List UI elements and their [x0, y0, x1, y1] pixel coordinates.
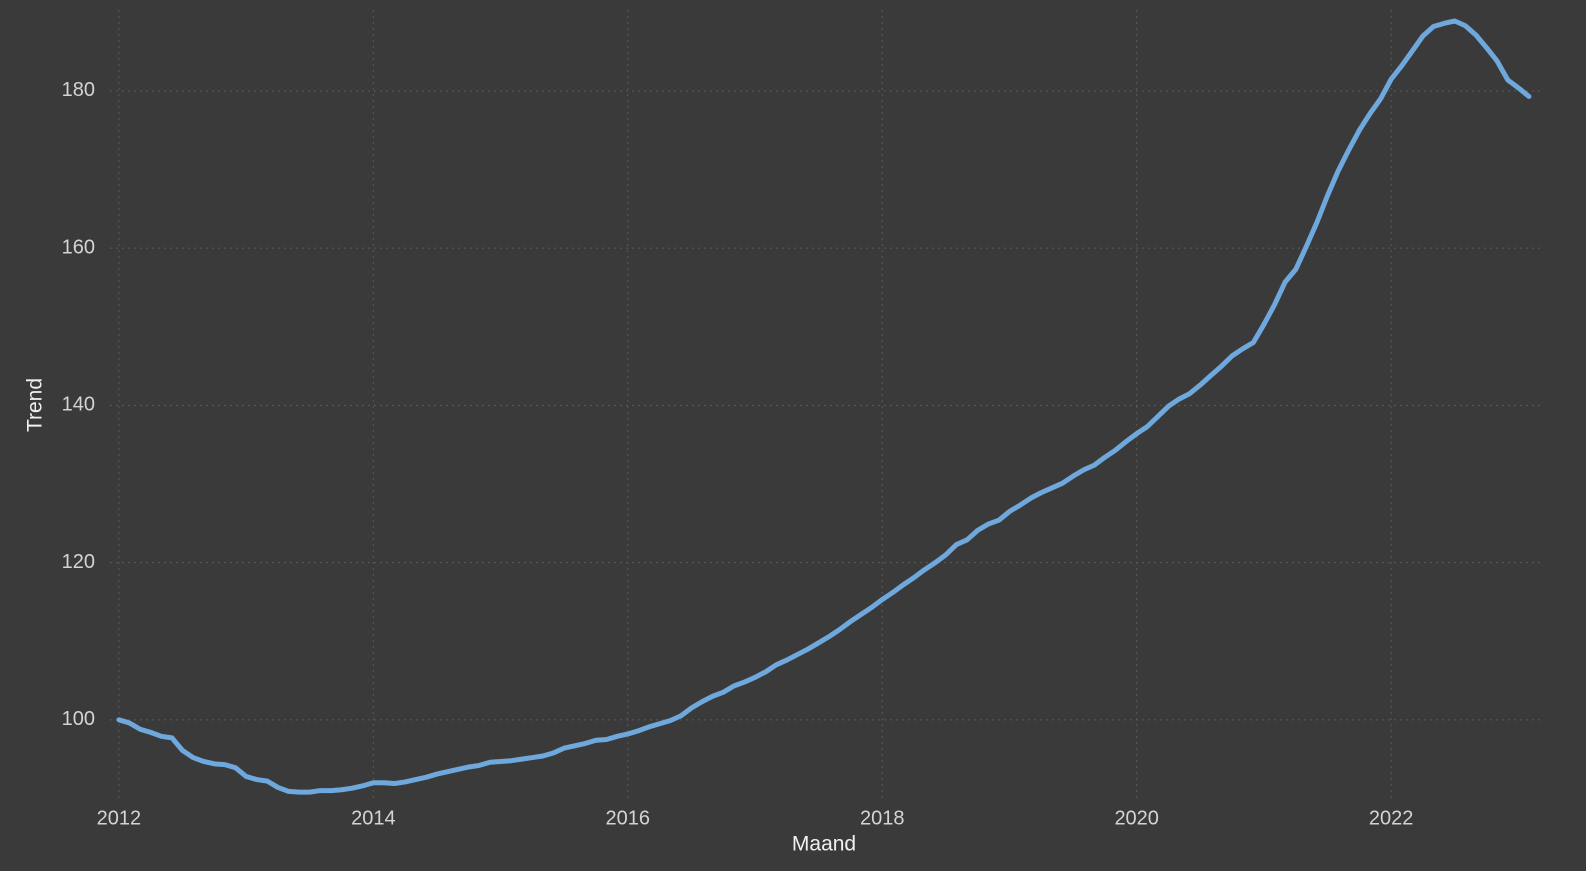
y-tick-label: 120: [62, 551, 95, 573]
x-tick-label: 2020: [1114, 807, 1159, 829]
x-axis-title: Maand: [792, 833, 856, 856]
y-tick-label: 100: [62, 708, 95, 730]
x-tick-label: 2016: [606, 807, 651, 829]
line: [116, 18, 1532, 795]
x-tick-label: 2014: [351, 807, 396, 829]
y-axis-title: Trend: [24, 378, 47, 432]
x-tick-label: 2012: [97, 807, 142, 829]
x-tick-label: 2018: [860, 807, 905, 829]
y-tick-label: 160: [62, 236, 95, 258]
x-tick-label: 2022: [1369, 807, 1414, 829]
y-tick-label: 140: [62, 394, 95, 416]
y-tick-label: 180: [62, 79, 95, 101]
